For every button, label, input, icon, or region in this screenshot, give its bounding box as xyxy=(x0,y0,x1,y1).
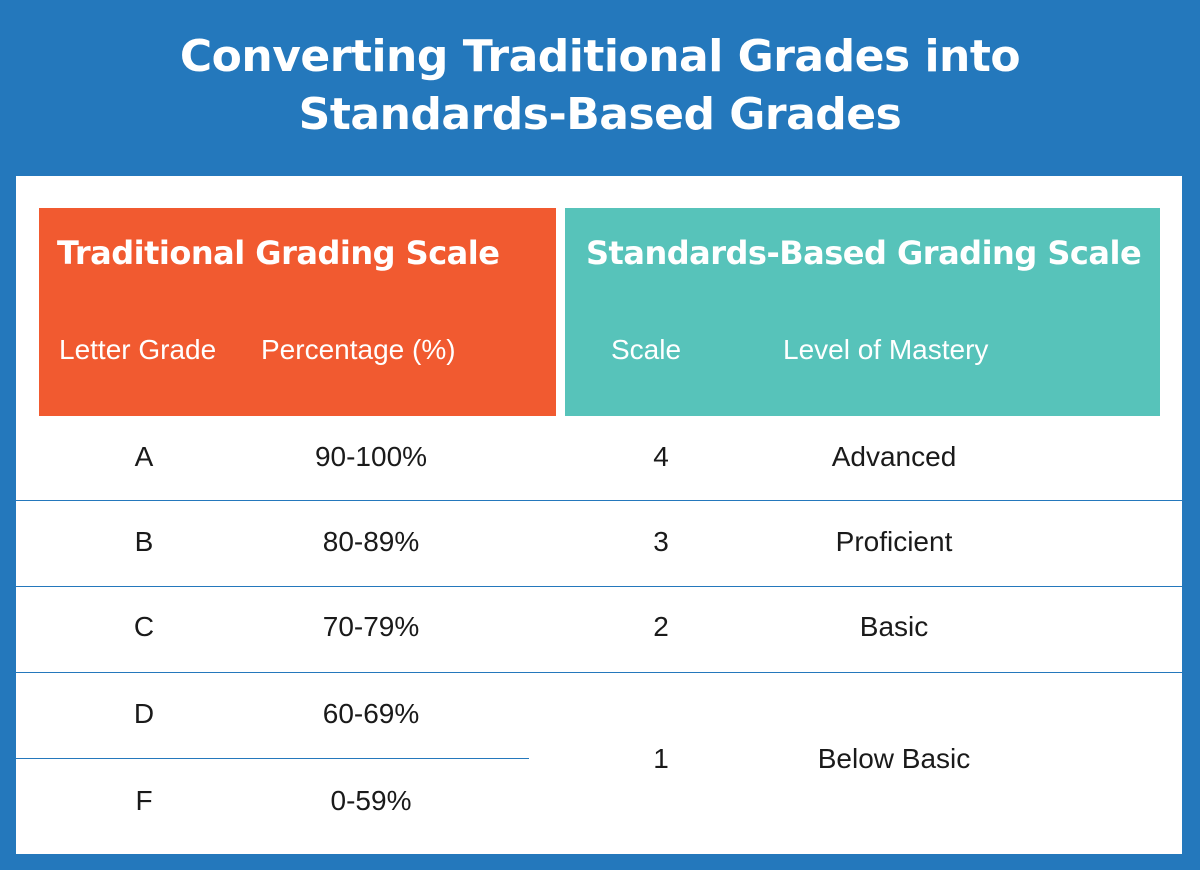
page-title: Converting Traditional Grades into Stand… xyxy=(0,28,1200,144)
letter-grade-cell: D xyxy=(133,698,155,729)
scale-cell: 4 xyxy=(653,441,669,472)
scale-cell: 1 xyxy=(653,743,669,774)
mastery-cell: Advanced xyxy=(831,441,957,472)
letter-grade-cell: F xyxy=(135,785,153,816)
mastery-column-header: Level of Mastery xyxy=(783,334,989,365)
traditional-scale-header: Traditional Grading Scale Letter Grade P… xyxy=(39,208,556,416)
title-line-1: Converting Traditional Grades into xyxy=(179,31,1021,82)
row-divider xyxy=(16,672,1182,673)
row-divider xyxy=(16,500,1182,501)
percentage-cell: 70-79% xyxy=(322,611,420,642)
letter-grade-cell: C xyxy=(133,611,155,642)
traditional-scale-heading: Traditional Grading Scale xyxy=(57,234,500,272)
percentage-cell: 90-100% xyxy=(314,441,428,472)
scale-column-header: Scale xyxy=(611,334,682,365)
percentage-cell: 60-69% xyxy=(322,698,420,729)
standards-scale-header: Standards-Based Grading Scale Scale Leve… xyxy=(565,208,1160,416)
title-line-2: Standards-Based Grades xyxy=(298,89,902,140)
percentage-cell: 80-89% xyxy=(322,526,420,557)
letter-grade-cell: A xyxy=(134,441,154,472)
percentage-column-header: Percentage (%) xyxy=(261,334,456,365)
mastery-cell: Below Basic xyxy=(817,743,971,774)
row-divider xyxy=(16,586,1182,587)
row-divider xyxy=(16,758,529,759)
letter-grade-column-header: Letter Grade xyxy=(59,334,217,365)
percentage-cell: 0-59% xyxy=(330,785,412,816)
scale-cell: 2 xyxy=(653,611,669,642)
scale-cell: 3 xyxy=(653,526,669,557)
standards-scale-heading: Standards-Based Grading Scale xyxy=(586,234,1142,272)
letter-grade-cell: B xyxy=(134,526,154,557)
mastery-cell: Proficient xyxy=(835,526,953,557)
grading-table-card: Traditional Grading Scale Letter Grade P… xyxy=(16,176,1182,854)
mastery-cell: Basic xyxy=(859,611,929,642)
